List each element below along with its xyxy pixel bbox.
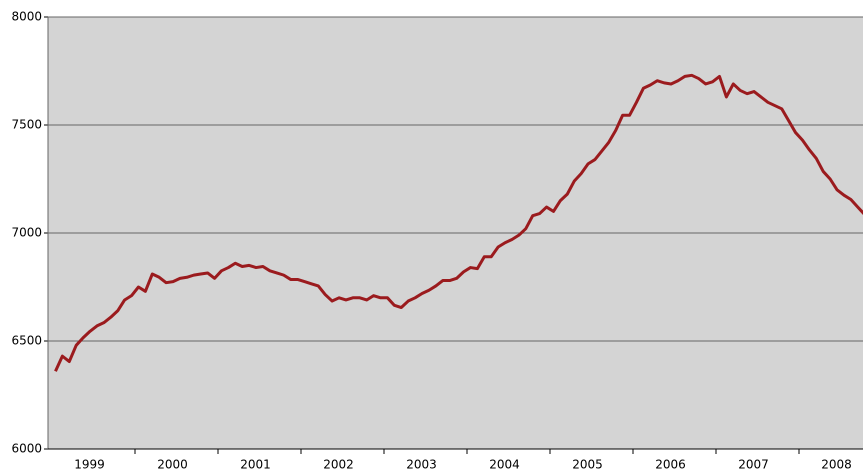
plot-group [54,73,863,372]
x-tick-label: 2007 [738,458,769,472]
x-tick-label: 2006 [655,458,686,472]
data-line [54,73,863,372]
y-tick-label: 6000 [11,442,42,456]
x-tick-label: 2004 [489,458,520,472]
x-tick-label: 2008 [821,458,852,472]
x-tick-label: 1999 [74,458,105,472]
y-tick-label: 6500 [11,334,42,348]
x-tick-label: 2002 [323,458,354,472]
y-tick-label: 7000 [11,226,42,240]
x-tick-label: 2000 [157,458,188,472]
x-tick-label: 2005 [572,458,603,472]
x-tick-label: 2003 [406,458,437,472]
x-tick-label: 2001 [240,458,271,472]
y-tick-label: 7500 [11,118,42,132]
y-tick-label: 8000 [11,10,42,24]
